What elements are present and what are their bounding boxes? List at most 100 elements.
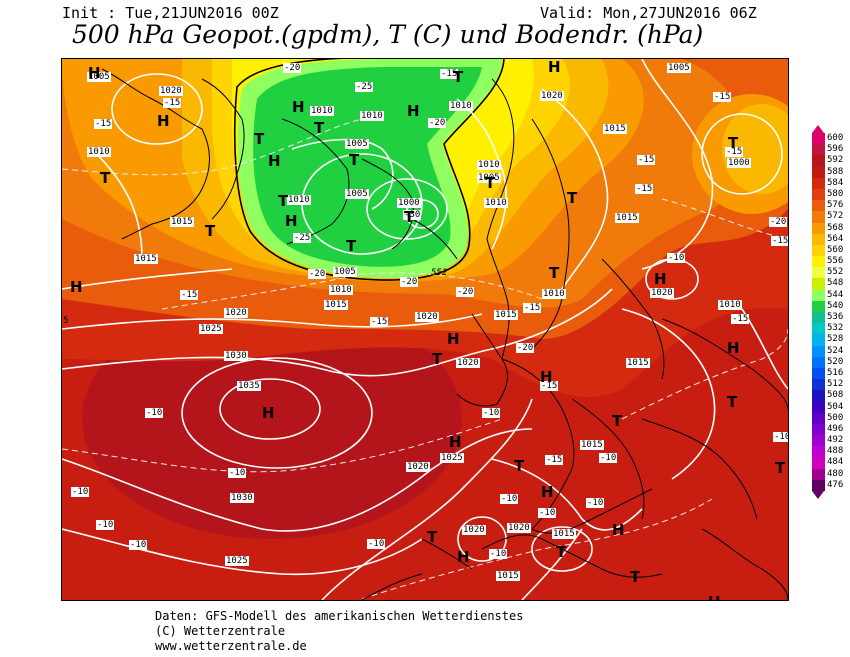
isobar-label: 1010 [329,285,353,295]
temperature-label: -15 [771,236,789,246]
isobar-label: 1020 [540,91,564,101]
legend-value: 512 [827,379,844,390]
legend-swatch [812,188,825,201]
legend-entry: 576 [812,200,850,212]
isobar-label: 1015 [580,440,604,450]
legend-swatch [812,233,825,245]
high-pressure-symbol: H [654,270,667,288]
legend-bottom-arrow [812,491,824,499]
high-pressure-symbol: H [292,98,305,116]
isobar-label: 1015 [552,529,576,539]
low-pressure-symbol: T [612,412,623,430]
legend-swatch [812,222,825,234]
temperature-label: -15 [713,92,732,102]
high-pressure-symbol: H [612,521,625,539]
low-pressure-symbol: T [549,264,560,282]
low-pressure-symbol: T [775,459,786,477]
legend-swatch [812,144,825,156]
temperature-label: -15 [725,147,744,157]
weather-map: 1005 1020 1010 1015 1015 1010 1010 1005 1010 1005… [61,58,789,601]
legend-entry: 588 [812,166,850,178]
temperature-label: -20 [428,118,447,128]
legend-entry: 508 [812,390,850,402]
temperature-label: -10 [773,432,788,442]
legend-value: 600 [827,133,844,143]
low-pressure-symbol: T [567,189,578,207]
low-pressure-symbol: T [453,68,464,86]
high-pressure-symbol: H [548,58,561,76]
legend-value: 572 [827,211,844,222]
legend-value: 556 [827,256,844,267]
low-pressure-symbol: T [556,543,567,561]
legend-value: 492 [827,435,844,446]
temperature-label: -10 [71,487,90,497]
temperature-label: -30 [403,210,422,220]
legend-value: 552 [827,267,844,278]
legend-swatch [812,244,825,257]
high-pressure-symbol: H [157,112,170,130]
legend-value: 568 [827,222,844,233]
high-pressure-symbol: H [541,483,554,501]
legend-value: 592 [827,155,844,166]
temperature-label: -15 [440,69,459,79]
legend-entry: 572 [812,211,850,223]
temperature-label: -25 [293,233,312,243]
temperature-label: -25 [355,82,374,92]
high-pressure-symbol: H [88,64,101,82]
legend-swatch [812,200,825,212]
high-pressure-symbol: H [268,152,281,170]
legend-value: 544 [827,289,844,300]
low-pressure-symbol: T [404,208,415,226]
low-pressure-symbol: T [346,237,357,255]
legend-swatch [812,278,825,290]
high-pressure-symbol: H [285,212,298,230]
legend-value: 480 [827,468,844,479]
temperature-label: -15 [523,303,542,313]
isobar-label: 1025 [199,324,223,334]
field-540 [253,67,482,267]
legend-entry: 560 [812,244,850,257]
isobar-label: 1000 [727,158,751,168]
temperature-label: -10 [129,540,148,550]
low-pressure-symbol: T [514,457,525,475]
isobar-label: 1015 [603,124,627,134]
temperature-label: -10 [667,253,686,263]
isobar-label: 1015 [615,213,639,223]
legend-entry: 568 [812,222,850,234]
legend-swatch [812,334,825,346]
legend-value: 580 [827,188,844,199]
footer-copyright: (C) Wetterzentrale [155,624,286,638]
isobar-label: 1015 [324,300,348,310]
isobar-label: 1005 [345,189,369,199]
temperature-label: -10 [489,549,508,559]
isobar-label: 1010 [484,198,508,208]
valid-time-label: Valid: Mon,27JUN2016 06Z [540,4,757,22]
legend-swatch [812,457,825,469]
legend-entry: 524 [812,345,850,357]
legend-swatch [812,300,825,312]
legend-swatch [812,177,825,189]
legend-entry: 548 [812,278,850,290]
legend-swatch [812,367,825,380]
init-time-label: Init : Tue,21JUN2016 00Z [62,4,279,22]
low-pressure-symbol: T [427,528,438,546]
temperature-label: -20 [769,217,788,227]
high-pressure-symbol: H [70,278,83,296]
legend-entry: 496 [812,423,850,436]
legend-swatch [812,412,825,424]
isobar-label: 1015 [170,217,194,227]
legend-value: 588 [827,166,844,177]
temperature-label: -10 [482,408,501,418]
low-pressure-symbol: T [278,192,289,210]
legend-swatch [812,479,825,491]
high-pressure-symbol: H [449,433,462,451]
temperature-label: -10 [538,508,557,518]
legend-entry: 520 [812,356,850,368]
map-title: 500 hPa Geopot.(gpdm), T (C) und Bodendr… [72,20,704,49]
isobar-label: 1020 [650,288,674,298]
isobar-label: 1005 [667,63,691,73]
legend-entry: 480 [812,468,850,480]
isobar-label: 1010 [287,195,311,205]
isobar-label: 1015 [134,254,158,264]
isobar-label: 1020 [456,358,480,368]
